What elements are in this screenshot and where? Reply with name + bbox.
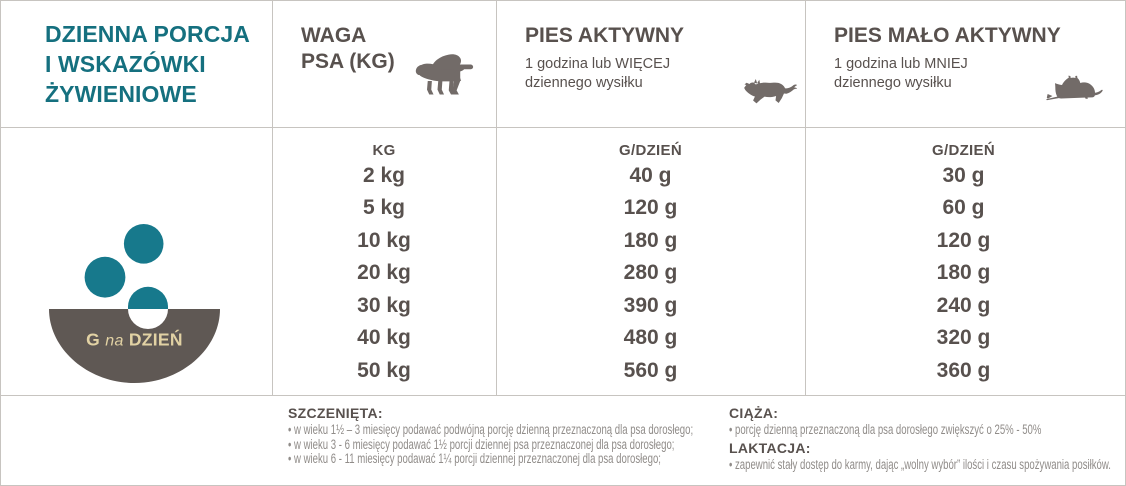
svg-text:G na DZIEŃ: G na DZIEŃ (86, 329, 183, 350)
